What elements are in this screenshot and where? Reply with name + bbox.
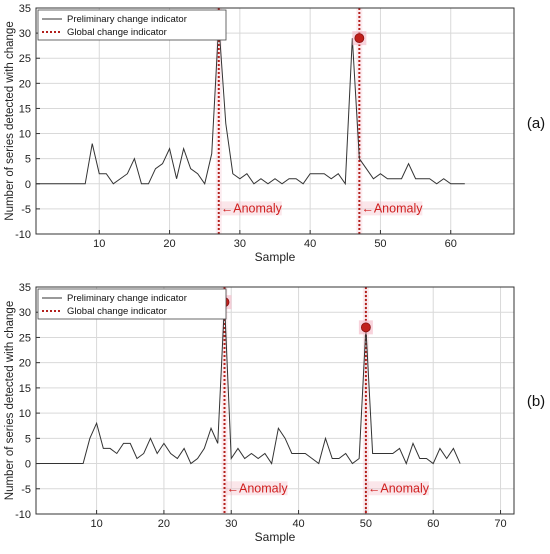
y-tick-label: 10 bbox=[19, 129, 31, 141]
legend-preliminary-label: Preliminary change indicator bbox=[67, 293, 187, 304]
y-tick-label: 20 bbox=[19, 78, 31, 90]
plot-area bbox=[36, 8, 514, 234]
y-tick-label: 35 bbox=[19, 282, 31, 294]
x-tick-label: 50 bbox=[360, 518, 372, 530]
anomaly-label-bg bbox=[366, 481, 429, 496]
y-tick-label: 25 bbox=[19, 332, 31, 344]
anomaly-label-bg bbox=[225, 481, 288, 496]
x-tick-label: 50 bbox=[374, 238, 386, 250]
legend-box bbox=[37, 288, 227, 320]
y-tick-label: 0 bbox=[25, 179, 31, 191]
axes-frame bbox=[35, 286, 515, 515]
y-tick-label: -5 bbox=[21, 204, 31, 216]
y-tick-label: 20 bbox=[19, 358, 31, 370]
anomaly-label-bg bbox=[360, 201, 423, 216]
y-tick-label: 15 bbox=[19, 103, 31, 115]
anomaly-label-bg bbox=[219, 201, 282, 216]
y-tick-label: 10 bbox=[19, 408, 31, 420]
x-tick-label: 10 bbox=[90, 518, 102, 530]
chart-panel-a: 10 20 30 40 50 60 -10 -5 0 5 10 15 20 25 30 35 Sample Num… bbox=[4, 3, 545, 264]
x-tick-label: 20 bbox=[158, 518, 170, 530]
legend: Preliminary change indicator Global chang… bbox=[37, 288, 227, 320]
y-tick-label: -10 bbox=[15, 229, 31, 241]
x-tick-label: 10 bbox=[93, 238, 105, 250]
y-axis-label: Number of series detected with change bbox=[4, 21, 16, 220]
x-axis-label: Sample bbox=[255, 250, 296, 264]
panel-label: (a) bbox=[527, 115, 545, 132]
x-tick-label: 40 bbox=[292, 518, 304, 530]
y-tick-label: -10 bbox=[15, 509, 31, 521]
legend-preliminary-label: Preliminary change indicator bbox=[67, 14, 187, 25]
y-tick-label: 35 bbox=[19, 3, 31, 15]
x-tick-label: 40 bbox=[304, 238, 316, 250]
axes-frame bbox=[35, 7, 515, 235]
x-axis-label: Sample bbox=[255, 530, 296, 544]
y-tick-label: -5 bbox=[21, 484, 31, 496]
peak-marker bbox=[354, 33, 365, 44]
anomaly-label: ←Anomaly bbox=[221, 201, 283, 215]
legend-box bbox=[37, 9, 227, 41]
x-tick-label: 70 bbox=[494, 518, 506, 530]
preliminary-series-line bbox=[36, 302, 461, 465]
y-tick-label: 25 bbox=[19, 53, 31, 65]
x-tick-label: 30 bbox=[234, 238, 246, 250]
y-tick-label: 30 bbox=[19, 307, 31, 319]
preliminary-series-line bbox=[36, 23, 465, 186]
plot-area bbox=[36, 287, 514, 514]
x-tick-label: 60 bbox=[445, 238, 457, 250]
anomaly-label: ←Anomaly bbox=[361, 201, 423, 215]
y-tick-label: 30 bbox=[19, 28, 31, 40]
legend: Preliminary change indicator Global chang… bbox=[37, 9, 227, 41]
y-tick-label: 15 bbox=[19, 383, 31, 395]
panel-label: (b) bbox=[527, 393, 545, 410]
x-tick-label: 60 bbox=[427, 518, 439, 530]
y-tick-label: 5 bbox=[25, 433, 31, 445]
chart-panel-b: 10 20 30 40 50 60 70 -10 -5 0 5 10 15 20 25 30 35 Sample N… bbox=[4, 282, 545, 544]
peak-marker bbox=[360, 322, 371, 333]
legend-global-label: Global change indicator bbox=[67, 27, 167, 38]
anomaly-label: ←Anomaly bbox=[227, 481, 289, 495]
anomaly-label: ←Anomaly bbox=[368, 481, 430, 495]
y-tick-label: 0 bbox=[25, 459, 31, 471]
x-tick-label: 20 bbox=[163, 238, 175, 250]
y-axis-label: Number of series detected with change bbox=[4, 301, 16, 500]
x-tick-label: 30 bbox=[225, 518, 237, 530]
y-tick-label: 5 bbox=[25, 154, 31, 166]
legend-global-label: Global change indicator bbox=[67, 306, 167, 317]
